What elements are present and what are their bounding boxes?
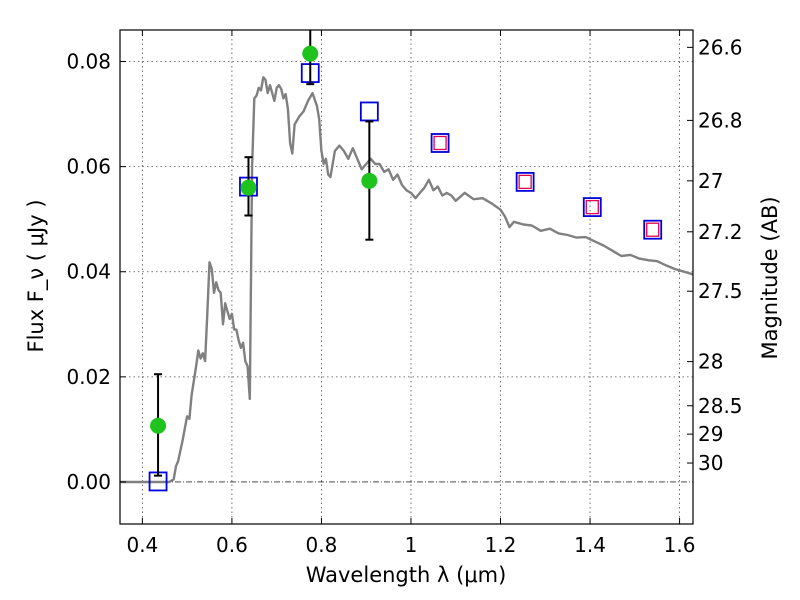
x-tick-label: 0.4 — [126, 533, 158, 557]
right-tick-label: 26.8 — [698, 108, 743, 132]
grid-lines — [120, 30, 693, 524]
x-tick-label: 1 — [405, 533, 418, 557]
model-photometry-square — [643, 219, 663, 240]
model-photometry-square — [359, 101, 379, 122]
observed-point — [361, 172, 378, 189]
right-tick-label: 28.5 — [698, 394, 743, 418]
plot-frame — [119, 29, 694, 525]
x-tick-label: 0.8 — [306, 533, 338, 557]
observed-point — [150, 417, 167, 434]
y-tick-label: 0.06 — [66, 155, 111, 179]
y-tick-label: 0.00 — [66, 470, 111, 494]
axes-layer: 0.4 0.6 0.8 1 1.2 1.4 1.6 0.00 0.02 0.04 0.06 0.08 2… — [66, 29, 743, 557]
model-photometry-square — [515, 171, 535, 192]
y-axis-label: Flux F_ν ( μJy ) — [24, 199, 49, 352]
x-tick-label: 1.6 — [664, 533, 696, 557]
model-photometry-inner-square — [433, 135, 447, 151]
model-photometry-square — [430, 133, 450, 153]
right-axis-label: Magnitude (AB) — [758, 196, 782, 359]
model-spectrum-line — [120, 76, 694, 484]
right-tick-label: 28 — [698, 350, 723, 374]
x-axis-label: Wavelength λ (μm) — [306, 563, 507, 587]
x-tick-label: 1.4 — [574, 533, 606, 557]
model-photometry-inner-square — [585, 199, 599, 215]
model-photometry-inner-square — [518, 174, 532, 190]
y-tick-label: 0.08 — [66, 50, 111, 74]
y-tick-label: 0.02 — [66, 365, 111, 389]
y-tick-label: 0.04 — [66, 260, 111, 284]
model-spectrum-layer — [120, 76, 694, 484]
model-photometry-inner-square — [646, 222, 660, 237]
x-tick-label: 0.6 — [216, 533, 248, 557]
right-tick-label: 27.2 — [698, 220, 743, 244]
right-tick-label: 27 — [698, 169, 723, 193]
right-tick-label: 30 — [698, 451, 723, 475]
data-points-layer — [148, 30, 663, 492]
right-tick-label: 27.5 — [698, 279, 743, 303]
right-tick-label: 26.6 — [698, 35, 743, 59]
right-tick-label: 29 — [698, 422, 723, 446]
model-photometry-square — [582, 197, 602, 218]
observed-point — [302, 45, 319, 62]
observed-point — [240, 179, 257, 196]
x-tick-label: 1.2 — [485, 533, 517, 557]
